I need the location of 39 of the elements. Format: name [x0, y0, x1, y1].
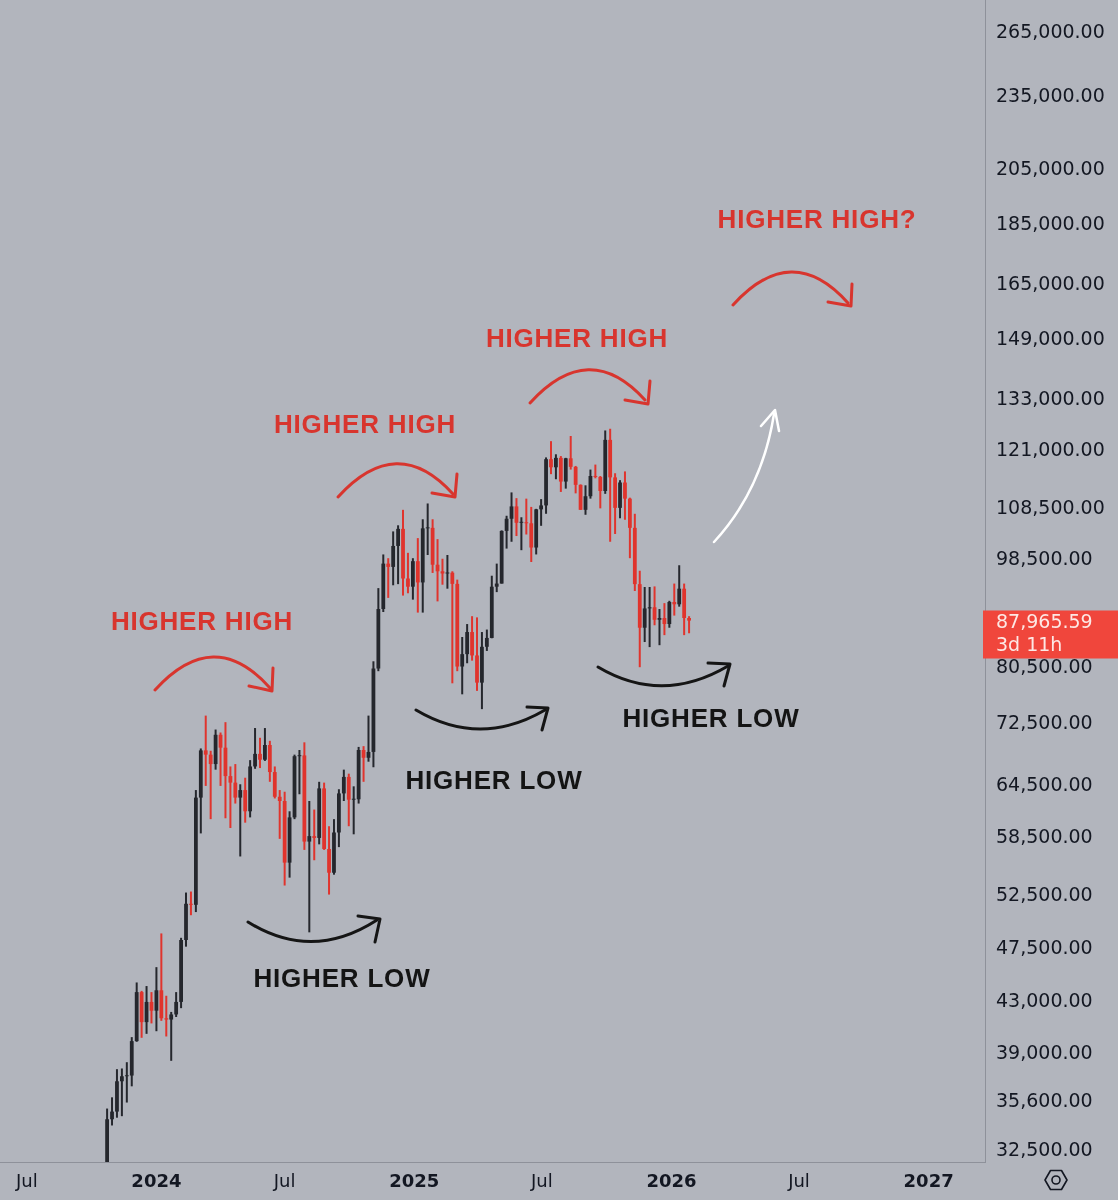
- annotation: HIGHER HIGH?: [717, 204, 917, 235]
- text: 3d 11h: [996, 632, 1063, 655]
- y-tick-label: 80,500.00: [996, 654, 1093, 677]
- candlestick: [499, 530, 504, 584]
- y-tick-label: 35,600.00: [996, 1089, 1093, 1112]
- y-tick-label: 39,000.00: [996, 1040, 1093, 1063]
- y-tick-label: 165,000.00: [996, 272, 1105, 295]
- y-tick-label: 47,500.00: [996, 935, 1093, 958]
- y-tick-label: 121,000.00: [996, 437, 1105, 460]
- x-tick-label: Jul: [272, 1170, 296, 1192]
- x-tick-label: Jul: [787, 1170, 810, 1192]
- annotation: HIGHER LOW: [253, 963, 431, 994]
- y-tick-label: 133,000.00: [996, 387, 1105, 410]
- x-tick-label: 2025: [389, 1170, 440, 1192]
- x-tick-label: 2027: [903, 1170, 954, 1192]
- y-tick-label: 185,000.00: [996, 211, 1105, 234]
- y-tick-label: 58,500.00: [996, 824, 1093, 847]
- candlestick: [578, 484, 583, 510]
- y-tick-label: 265,000.00: [996, 20, 1105, 43]
- y-tick-label: 108,500.00: [996, 495, 1105, 518]
- annotation: HIGHER LOW: [622, 703, 800, 734]
- annotation: HIGHER LOW: [405, 765, 583, 796]
- annotation: HIGHER HIGH: [110, 606, 294, 637]
- y-tick-label: 149,000.00: [996, 326, 1105, 349]
- x-tick-label: 2024: [131, 1170, 182, 1192]
- x-tick-label: 2026: [646, 1170, 697, 1192]
- y-tick-label: 235,000.00: [996, 84, 1105, 107]
- y-tick-label: 43,000.00: [996, 988, 1093, 1011]
- annotation: HIGHER HIGH: [485, 323, 669, 354]
- text: 87,965.59: [996, 609, 1093, 632]
- annotation: HIGHER HIGH: [273, 409, 457, 440]
- x-tick-label: Jul: [529, 1170, 553, 1192]
- x-tick-label: Jul: [14, 1170, 38, 1192]
- y-tick-label: 72,500.00: [996, 710, 1093, 733]
- y-tick-label: 205,000.00: [996, 156, 1105, 179]
- y-tick-label: 98,500.00: [996, 547, 1093, 570]
- y-tick-label: 64,500.00: [996, 772, 1093, 795]
- y-tick-label: 52,500.00: [996, 882, 1093, 905]
- y-tick-label: 32,500.00: [996, 1138, 1093, 1161]
